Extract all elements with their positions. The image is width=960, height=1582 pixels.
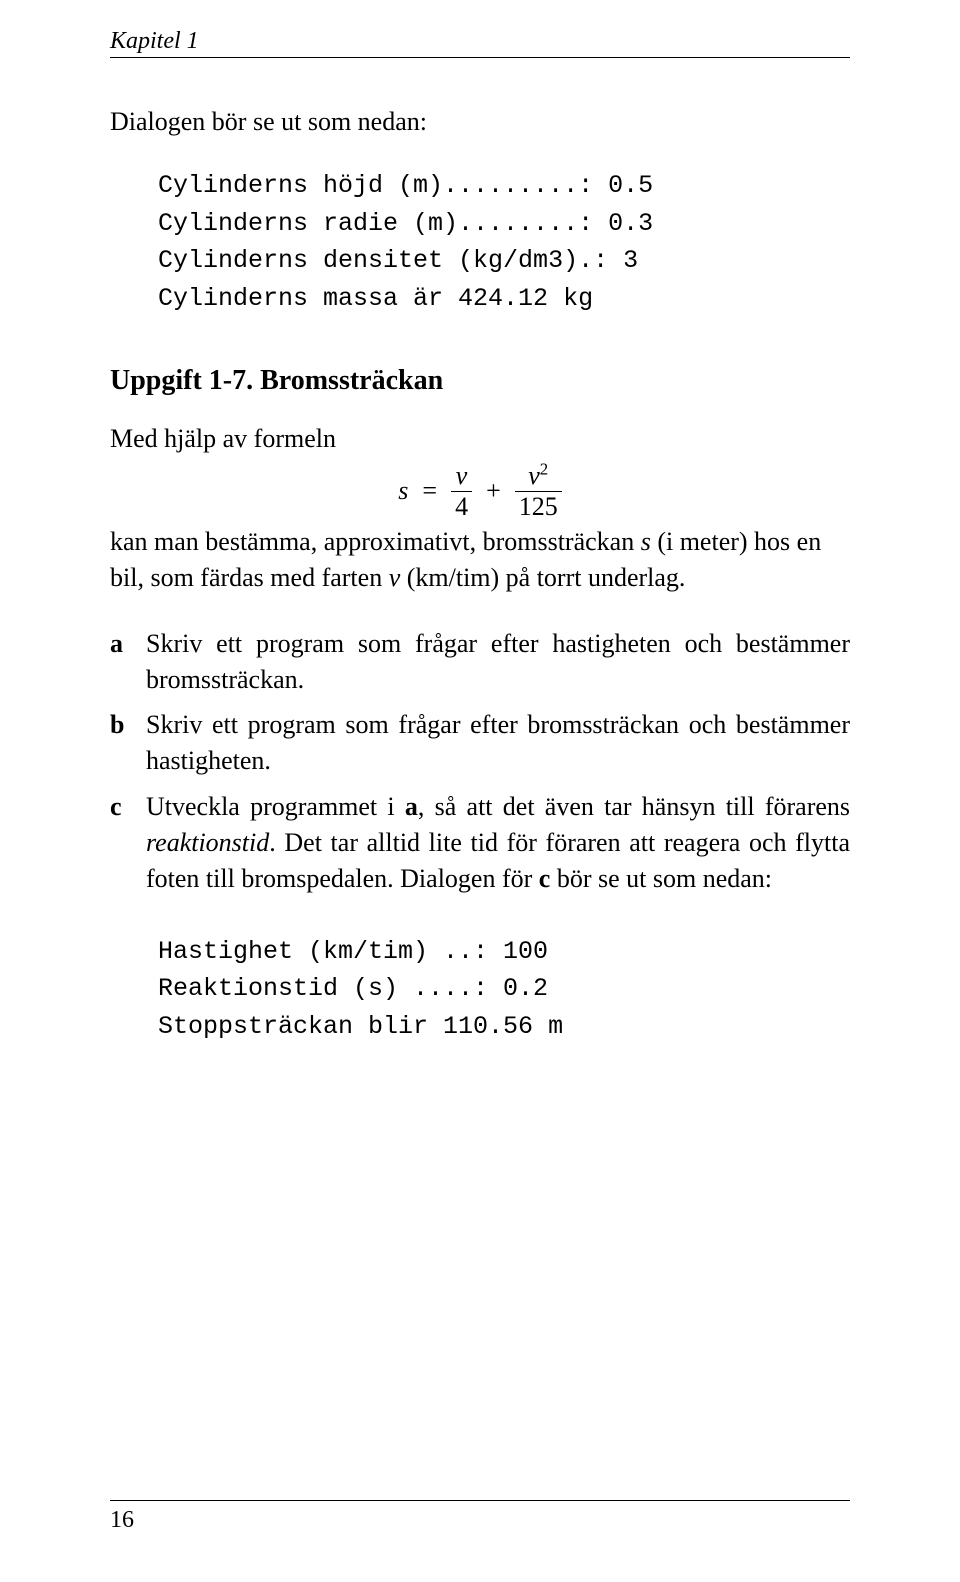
item-a-label: a xyxy=(110,626,134,698)
header-rule xyxy=(110,57,850,58)
dialog2-line1: Hastighet (km/tim) ..: 100 xyxy=(158,937,548,966)
item-c-pre: Utveckla programmet i xyxy=(146,792,405,821)
formula-tail-v: v xyxy=(389,563,401,592)
dialog2-line3: Stoppsträckan blir 110.56 m xyxy=(158,1012,563,1041)
formula-frac2-num: v2 xyxy=(524,463,552,491)
item-c-italic: reaktionstid xyxy=(146,828,269,857)
formula-tail-s: s xyxy=(641,527,651,556)
exercise-heading: Uppgift 1-7. Bromssträckan xyxy=(110,365,850,397)
formula-frac2: v2 125 xyxy=(515,463,562,520)
item-c-post: bör se ut som nedan: xyxy=(550,864,772,893)
dialog1-line3: Cylinderns densitet (kg/dm3).: 3 xyxy=(158,246,638,275)
formula-frac2-num-exp: 2 xyxy=(540,459,548,478)
formula: s = v 4 + v2 125 xyxy=(110,463,850,520)
item-c-bold-a: a xyxy=(405,792,418,821)
page-number: 16 xyxy=(110,1507,850,1534)
item-a: a Skriv ett program som frågar efter has… xyxy=(110,626,850,698)
item-b-label: b xyxy=(110,707,134,779)
dialog1-line4: Cylinderns massa är 424.12 kg xyxy=(158,284,593,313)
formula-frac1: v 4 xyxy=(451,463,472,520)
page: Kapitel 1 Dialogen bör se ut som nedan: … xyxy=(0,0,960,1582)
item-c-text: Utveckla programmet i a, så att det även… xyxy=(146,789,850,897)
footer-rule xyxy=(110,1500,850,1501)
exercise-title: Bromssträckan xyxy=(260,365,443,396)
dialog1-line1: Cylinderns höjd (m).........: 0.5 xyxy=(158,171,653,200)
formula-lhs: s xyxy=(398,476,408,506)
formula-frac2-num-base: v xyxy=(528,461,540,490)
intro-text: Dialogen bör se ut som nedan: xyxy=(110,104,850,139)
formula-plus: + xyxy=(486,476,501,506)
formula-tail-3: (km/tim) på torrt underlag. xyxy=(400,563,685,592)
formula-frac1-num: v xyxy=(452,463,472,491)
dialog-block-2: Hastighet (km/tim) ..: 100 Reaktionstid … xyxy=(158,933,850,1046)
item-c: c Utveckla programmet i a, så att det äv… xyxy=(110,789,850,897)
item-c-mid1: , så att det även tar hänsyn till förare… xyxy=(418,792,850,821)
formula-tail: kan man bestämma, approximativt, bromsst… xyxy=(110,524,850,596)
formula-tail-1: kan man bestämma, approximativt, bromsst… xyxy=(110,527,641,556)
formula-frac2-den: 125 xyxy=(515,491,562,520)
exercise-label: Uppgift 1-7. xyxy=(110,365,253,396)
formula-frac1-den: 4 xyxy=(451,491,472,520)
item-c-label: c xyxy=(110,789,134,897)
footer: 16 xyxy=(110,1500,850,1534)
running-head: Kapitel 1 xyxy=(110,28,850,55)
dialog1-line2: Cylinderns radie (m)........: 0.3 xyxy=(158,209,653,238)
exercise-items: a Skriv ett program som frågar efter has… xyxy=(110,626,850,897)
formula-lead: Med hjälp av formeln xyxy=(110,421,850,457)
item-a-text: Skriv ett program som frågar efter hasti… xyxy=(146,626,850,698)
dialog-block-1: Cylinderns höjd (m).........: 0.5 Cylind… xyxy=(158,167,850,317)
item-c-bold-c: c xyxy=(539,864,551,893)
item-b: b Skriv ett program som frågar efter bro… xyxy=(110,707,850,779)
item-b-text: Skriv ett program som frågar efter broms… xyxy=(146,707,850,779)
formula-eq: = xyxy=(422,476,437,506)
dialog2-line2: Reaktionstid (s) ....: 0.2 xyxy=(158,974,548,1003)
